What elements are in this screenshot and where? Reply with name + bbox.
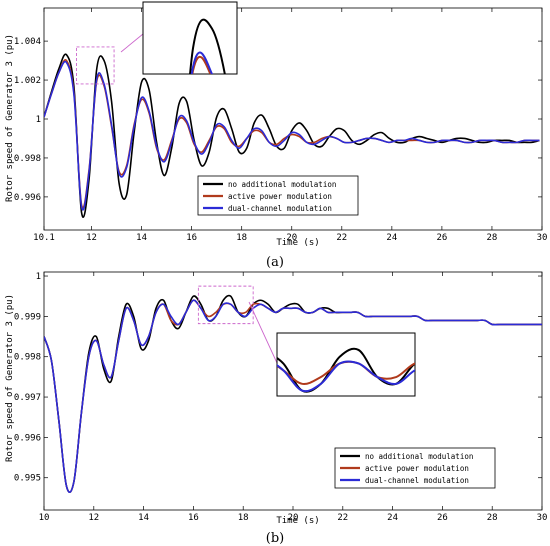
panel-a: Rotor speed of Generator 3 (pu) Time (s)… [5, 1, 548, 270]
series-group-a [44, 53, 540, 218]
y-tick-label-a-0: 0.996 [14, 193, 41, 203]
series-line-b-2 [44, 299, 542, 493]
y-tick-label-b-3: 0.998 [14, 353, 41, 363]
inset-line-b-2 [277, 360, 415, 393]
series-line-a-0 [44, 53, 540, 218]
legend-label-a-2: dual-channel modulation [228, 204, 332, 213]
y-tick-label-b-1: 0.996 [14, 433, 41, 443]
legend-label-b-1: active power modulation [365, 464, 469, 473]
x-tick-label-a-6: 22 [336, 233, 347, 243]
y-tick-label-a-3: 1.002 [14, 76, 41, 86]
y-tick-label-a-2: 1 [36, 115, 41, 125]
x-tick-label-a-4: 18 [236, 233, 247, 243]
panel-b-ylabel: Rotor speed of Generator 3 (pu) [5, 294, 15, 462]
x-tick-label-a-2: 14 [136, 233, 147, 243]
y-tick-label-b-4: 0.999 [14, 312, 41, 322]
x-tick-label-a-3: 16 [186, 233, 197, 243]
series-group-b [44, 294, 542, 493]
zoom-link-b [248, 301, 278, 364]
panel-b: Rotor speed of Generator 3 (pu) Time (s)… [5, 271, 548, 546]
x-tick-label-a-9: 28 [487, 233, 498, 243]
legend-a [197, 175, 359, 216]
y-tick-label-b-2: 0.997 [14, 393, 41, 403]
x-tick-label-a-10: 30 [537, 233, 548, 243]
zoom-inset-b [276, 332, 416, 397]
x-tick-label-b-7: 24 [387, 513, 398, 523]
panel-a-ylabel: Rotor speed of Generator 3 (pu) [5, 34, 15, 202]
legend-label-a-1: active power modulation [228, 192, 332, 201]
x-tick-label-a-5: 20 [286, 233, 297, 243]
x-tick-label-b-1: 12 [88, 513, 99, 523]
x-tick-label-a-7: 24 [386, 233, 397, 243]
x-tick-label-b-9: 28 [487, 513, 498, 523]
zoom-region-a [76, 46, 115, 85]
x-tick-label-b-5: 20 [288, 513, 299, 523]
panel-b-label: (b) [266, 531, 284, 546]
x-tick-label-b-3: 16 [188, 513, 199, 523]
y-tick-label-b-0: 0.995 [14, 474, 41, 484]
x-tick-label-a-1: 12 [86, 233, 97, 243]
y-tick-label-a-1: 0.998 [14, 154, 41, 164]
legend-label-a-0: no additional modulation [228, 180, 336, 189]
x-tick-label-b-0: 10 [39, 513, 50, 523]
x-tick-label-b-8: 26 [437, 513, 448, 523]
legend-b [334, 447, 496, 489]
legend-label-b-0: no additional modulation [365, 452, 473, 461]
zoom-region-b [197, 285, 254, 325]
series-line-a-2 [44, 60, 540, 211]
x-tick-label-b-6: 22 [337, 513, 348, 523]
y-tick-label-b-5: 1 [36, 272, 41, 282]
x-tick-label-a-8: 26 [436, 233, 447, 243]
x-tick-label-a-0: 10.1 [33, 233, 55, 243]
panel-b-xlabel: Time (s) [276, 516, 319, 526]
x-tick-label-b-10: 30 [537, 513, 548, 523]
inset-series-b [277, 347, 415, 393]
zoom-link-a [120, 33, 144, 53]
legend-label-b-2: dual-channel modulation [365, 476, 469, 485]
panel-a-label: (a) [266, 255, 284, 270]
panel-a-xlabel: Time (s) [276, 238, 319, 248]
x-tick-label-b-4: 18 [238, 513, 249, 523]
zoom-inset-a [142, 1, 238, 75]
y-tick-label-a-4: 1.004 [14, 37, 41, 47]
x-tick-label-b-2: 14 [138, 513, 149, 523]
